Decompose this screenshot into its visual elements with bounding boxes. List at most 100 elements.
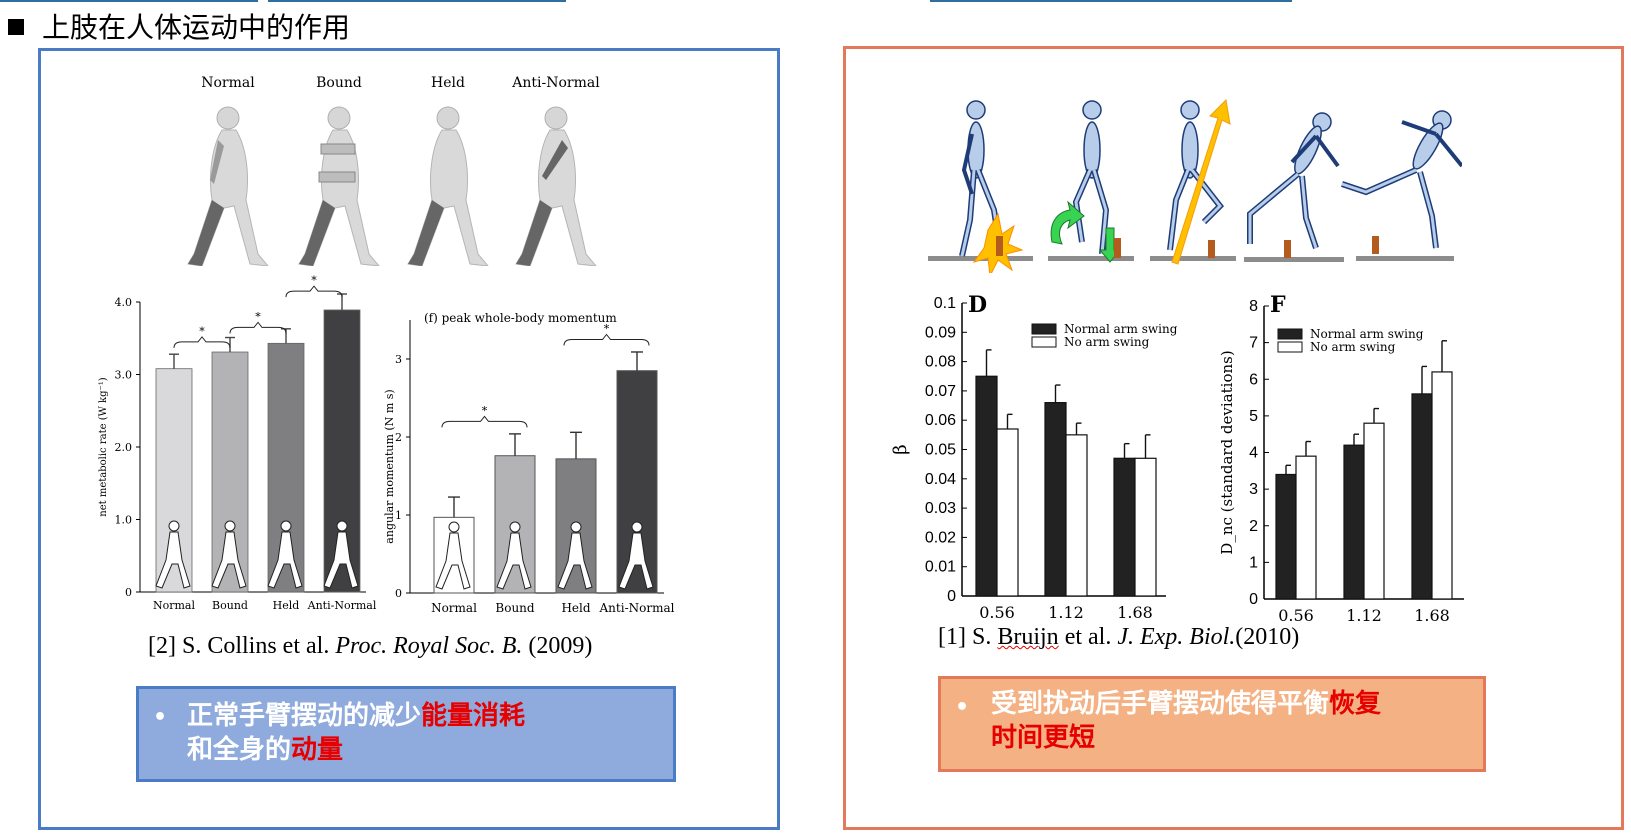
- y-tick-label: 0: [125, 586, 132, 599]
- legend-swatch: [1277, 341, 1303, 353]
- bar: [1275, 473, 1297, 600]
- legend-label: No arm swing: [1310, 340, 1396, 354]
- y-tick-label: 0.07: [925, 383, 956, 400]
- metabolic-rate-chart: 0 1.0 2.0 3.0 4.0 net metabolic rate (W kg⁻¹)…: [98, 274, 377, 612]
- y-tick-label: 0.09: [925, 324, 956, 341]
- right-callout-line-2: 时间更短: [991, 721, 1473, 755]
- figure-label-held: Held: [431, 75, 465, 91]
- left-citation-authors: [2] S. Collins et al.: [148, 633, 336, 659]
- y-tick-label: 0.1: [934, 295, 956, 312]
- y-tick-label: 3: [1249, 481, 1258, 498]
- right-panel: [843, 46, 1624, 830]
- left-citation-year: (2009): [522, 633, 593, 659]
- y-tick-label: 3.0: [115, 369, 133, 382]
- y-tick-label: 0: [395, 587, 402, 600]
- y-tick-label: 5: [1249, 408, 1258, 425]
- x-tick-label: Bound: [495, 601, 535, 615]
- walker-mini-icon: [557, 521, 593, 590]
- walker-mini-icon: [211, 520, 247, 589]
- stick-figure-3-icon: [1167, 98, 1231, 265]
- x-tick-label: Held: [561, 601, 590, 615]
- y-tick-label: 0: [1249, 591, 1258, 608]
- chart-title: (f) peak whole-body momentum: [424, 311, 617, 325]
- y-tick-label: 0.03: [925, 500, 956, 517]
- legend-label: Normal arm swing: [1064, 322, 1178, 336]
- legend-label: No arm swing: [1064, 335, 1150, 349]
- significance-bracket: [441, 415, 528, 428]
- y-axis-label: angular momentum (N m s): [383, 389, 396, 543]
- walker-bound-icon: [298, 106, 380, 266]
- figure-label-anti-normal: Anti-Normal: [511, 75, 600, 91]
- walker-anti-normal-icon: [515, 106, 597, 266]
- x-tick-label: 1.12: [1048, 603, 1084, 622]
- right-citation-author: Bruijn: [997, 624, 1059, 650]
- significance-star: *: [482, 404, 488, 417]
- bar: [996, 428, 1019, 597]
- x-tick-label: 1.68: [1414, 606, 1450, 625]
- bar: [975, 375, 998, 597]
- left-callout-line-1: 正常手臂摆动的减少能量消耗: [187, 699, 663, 733]
- y-tick-label: 0.05: [925, 442, 956, 459]
- bar: [1044, 402, 1067, 597]
- right-callout-text: 受到扰动后手臂摆动使得平衡: [991, 689, 1330, 719]
- x-tick-label: 1.68: [1117, 603, 1153, 622]
- walker-mini-icon: [267, 520, 303, 589]
- walker-mini-icon: [323, 520, 359, 589]
- walker-mini-icon: [618, 521, 654, 590]
- legend-swatch: [1277, 328, 1303, 340]
- walker-mini-icon: [155, 520, 191, 589]
- right-callout-highlight-1: 恢复: [1329, 689, 1382, 719]
- beta-chart-d: 0 0.01 0.02 0.03 0.04 0.05 0.06 0.07 0.08 0.09 0.1…: [890, 292, 1178, 622]
- x-tick-label: Normal: [431, 601, 477, 615]
- left-callout-highlight-2: 动量: [291, 735, 344, 765]
- right-citation-mid: et al.: [1058, 624, 1118, 650]
- bar: [1411, 393, 1433, 600]
- y-axis-label: net metabolic rate (W kg⁻¹): [98, 377, 109, 516]
- walker-mini-icon: [435, 521, 471, 590]
- stick-figure-4-icon: [1247, 112, 1340, 258]
- right-callout-line-1: 受到扰动后手臂摆动使得平衡恢复: [991, 687, 1473, 721]
- y-tick-label: 1.0: [115, 514, 133, 527]
- left-callout-text-1: 正常手臂摆动的减少: [187, 701, 422, 731]
- y-tick-label: 0.08: [925, 354, 956, 371]
- x-tick-label: Bound: [212, 599, 248, 612]
- y-tick-label: 4: [1249, 445, 1258, 462]
- left-callout-box: • 正常手臂摆动的减少能量消耗 和全身的动量: [136, 686, 676, 782]
- slide-title: 上肢在人体运动中的作用: [42, 11, 351, 44]
- y-axis-label: β: [890, 444, 911, 454]
- walker-normal-icon: [187, 106, 269, 266]
- right-citation-year: (2010): [1235, 624, 1300, 650]
- bar: [1065, 434, 1088, 597]
- slide-heading: 上肢在人体运动中的作用: [8, 6, 350, 46]
- perturbation-stick-figures-illustration: [928, 98, 1462, 273]
- bar: [1343, 444, 1365, 600]
- y-tick-label: 3: [395, 353, 402, 366]
- callout-bullet: •: [153, 705, 168, 730]
- y-tick-label: 4.0: [115, 296, 133, 309]
- y-tick-label: 0.02: [925, 529, 956, 546]
- left-callout-highlight-1: 能量消耗: [421, 701, 526, 731]
- y-axis-label: D_nc (standard deviations): [1218, 350, 1236, 554]
- y-tick-label: 1: [1249, 554, 1258, 571]
- right-citation: [1] S. Bruijn et al. J. Exp. Biol.(2010): [938, 624, 1299, 651]
- right-citation-journal: J. Exp. Biol.: [1117, 624, 1236, 650]
- x-tick-label: 0.56: [979, 603, 1015, 622]
- right-citation-prefix: [1] S.: [938, 624, 998, 650]
- walking-figures-illustration: Normal Bound Held Anti-Normal: [187, 75, 600, 266]
- significance-bracket: [563, 333, 650, 346]
- right-callout-highlight-2: 时间更短: [991, 723, 1096, 753]
- bar: [1295, 455, 1317, 600]
- left-citation: [2] S. Collins et al. Proc. Royal Soc. B…: [148, 633, 592, 660]
- y-tick-label: 0: [947, 588, 956, 605]
- x-tick-label: Anti-Normal: [599, 601, 675, 615]
- y-tick-label: 6: [1249, 371, 1258, 388]
- bar: [1363, 422, 1385, 600]
- y-tick-label: 0.01: [925, 559, 956, 576]
- stick-figure-1-icon: [959, 100, 1024, 273]
- bar: [1113, 457, 1136, 597]
- walker-held-icon: [407, 106, 489, 266]
- significance-star: *: [604, 323, 610, 336]
- stick-figure-2-icon: [1050, 100, 1122, 263]
- y-tick-label: 0.06: [925, 412, 956, 429]
- legend-swatch: [1031, 336, 1057, 348]
